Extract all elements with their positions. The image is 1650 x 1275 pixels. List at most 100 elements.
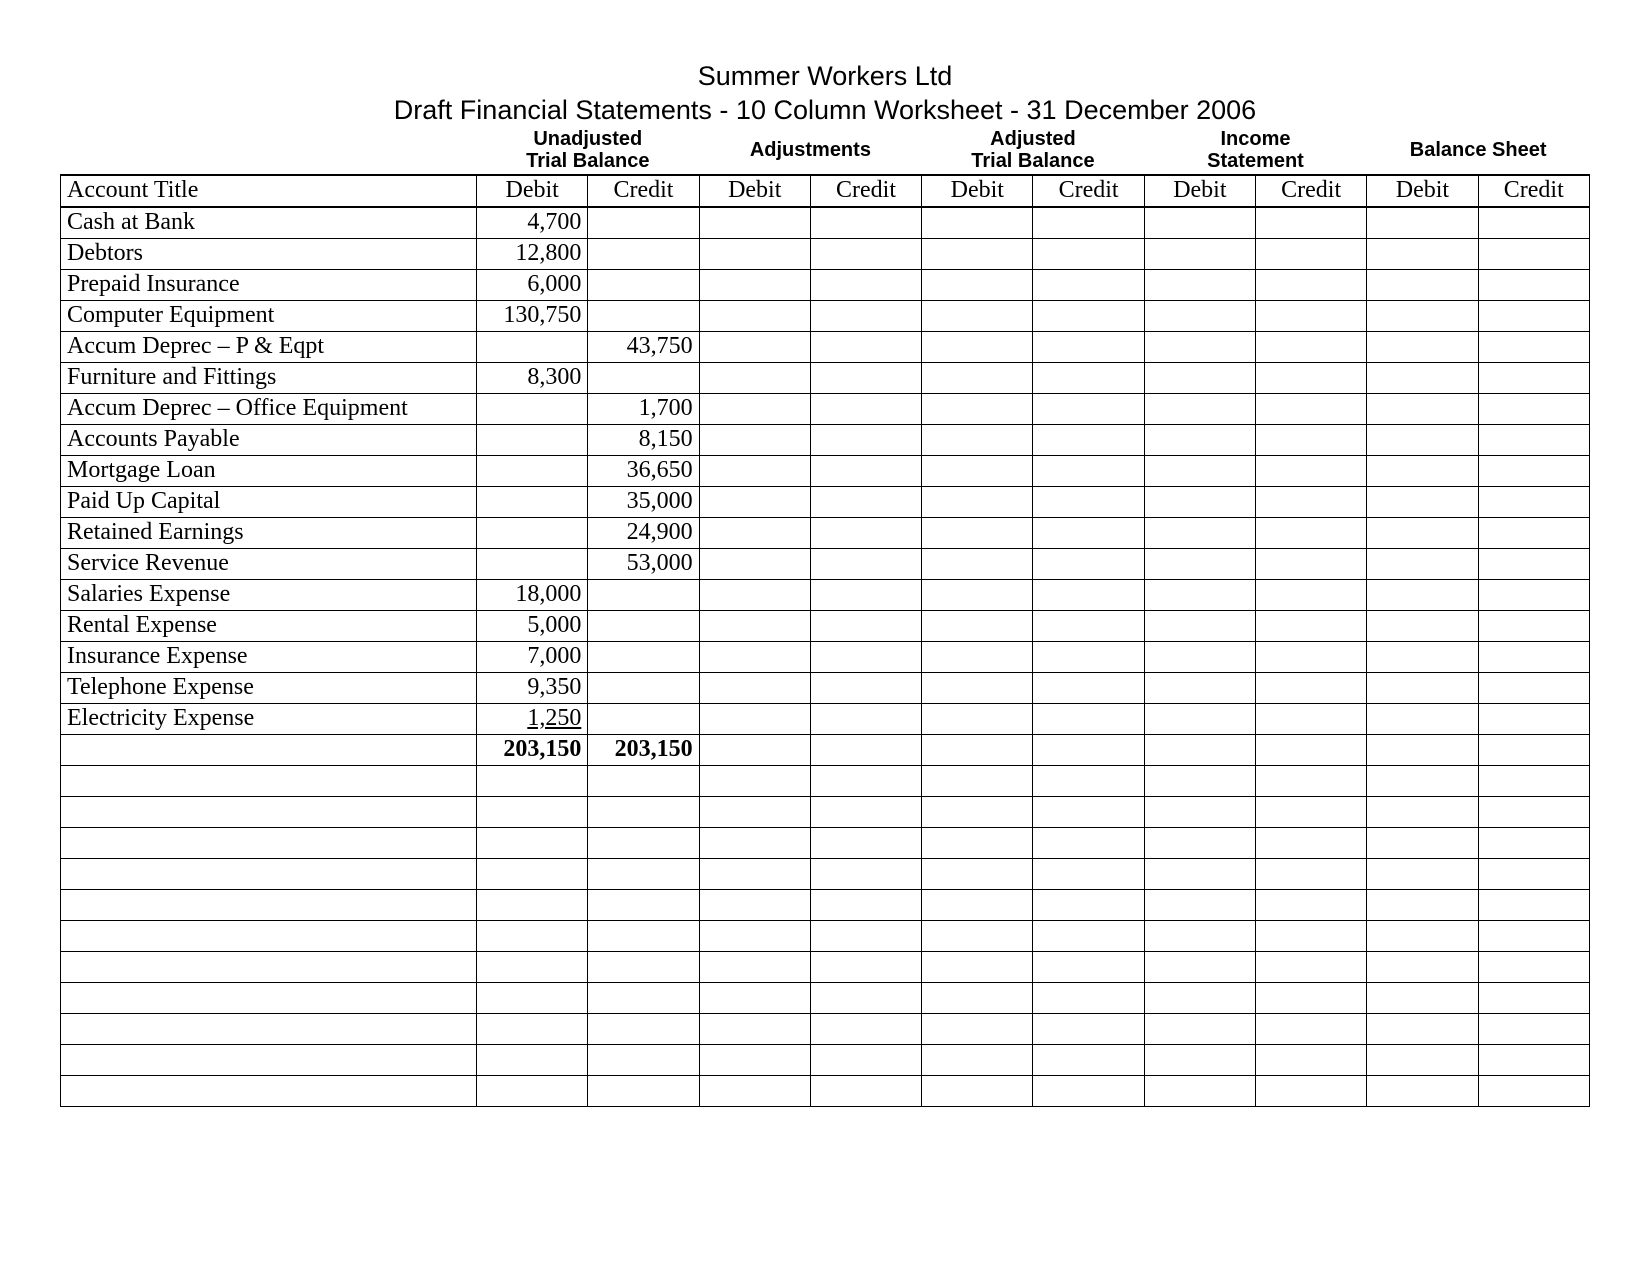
- table-cell: [1367, 269, 1478, 300]
- col-header-debit: Debit: [699, 175, 810, 207]
- table-cell: [1144, 734, 1255, 765]
- table-cell: [588, 920, 699, 951]
- table-row: [61, 796, 1590, 827]
- table-cell: [1033, 765, 1144, 796]
- table-cell: [1478, 238, 1589, 269]
- table-cell: [1256, 548, 1367, 579]
- table-cell: [1478, 300, 1589, 331]
- table-cell: [1478, 579, 1589, 610]
- table-cell: [699, 424, 810, 455]
- table-cell: [699, 889, 810, 920]
- table-cell: [1367, 765, 1478, 796]
- table-cell: [1033, 362, 1144, 393]
- table-cell: [922, 672, 1033, 703]
- table-row: [61, 920, 1590, 951]
- account-title-cell: Computer Equipment: [61, 300, 477, 331]
- table-cell: [1478, 734, 1589, 765]
- table-cell: [1367, 610, 1478, 641]
- table-cell: [588, 579, 699, 610]
- table-cell: [1144, 393, 1255, 424]
- table-cell: [810, 827, 921, 858]
- table-row: Mortgage Loan36,650: [61, 455, 1590, 486]
- table-cell: [1033, 703, 1144, 734]
- table-cell: [588, 703, 699, 734]
- table-cell: [699, 207, 810, 239]
- table-cell: [477, 858, 588, 889]
- table-row: Cash at Bank4,700: [61, 207, 1590, 239]
- account-title-cell: Paid Up Capital: [61, 486, 477, 517]
- table-cell: [1256, 300, 1367, 331]
- table-cell: [1367, 920, 1478, 951]
- table-cell: [810, 641, 921, 672]
- table-cell: [810, 734, 921, 765]
- table-cell: [1478, 1013, 1589, 1044]
- table-cell: [1033, 982, 1144, 1013]
- table-cell: [810, 1013, 921, 1044]
- table-cell: [1144, 1044, 1255, 1075]
- table-cell: [1256, 889, 1367, 920]
- table-cell: [1033, 238, 1144, 269]
- table-cell: [477, 982, 588, 1013]
- table-cell: [699, 610, 810, 641]
- table-cell: [588, 238, 699, 269]
- table-cell: [477, 517, 588, 548]
- table-cell: [699, 579, 810, 610]
- table-cell: [1256, 579, 1367, 610]
- table-row: Debtors12,800: [61, 238, 1590, 269]
- table-cell: [810, 331, 921, 362]
- table-cell: [1478, 517, 1589, 548]
- table-cell: [699, 641, 810, 672]
- table-cell: [1367, 1044, 1478, 1075]
- col-header-debit: Debit: [1367, 175, 1478, 207]
- table-cell: [1256, 238, 1367, 269]
- table-cell: [699, 269, 810, 300]
- table-row: Rental Expense5,000: [61, 610, 1590, 641]
- account-title-cell: [61, 1075, 477, 1106]
- table-cell: [1033, 920, 1144, 951]
- table-cell: [1256, 765, 1367, 796]
- account-title-cell: [61, 1044, 477, 1075]
- table-cell: [810, 765, 921, 796]
- table-cell: [477, 1013, 588, 1044]
- table-cell: [1478, 889, 1589, 920]
- table-row: [61, 889, 1590, 920]
- account-title-cell: Accum Deprec – P & Eqpt: [61, 331, 477, 362]
- table-cell: [588, 858, 699, 889]
- table-cell: [1478, 424, 1589, 455]
- table-cell: [1033, 796, 1144, 827]
- table-cell: [699, 548, 810, 579]
- table-cell: [1033, 455, 1144, 486]
- table-cell: [1033, 486, 1144, 517]
- table-cell: [922, 951, 1033, 982]
- table-cell: [477, 920, 588, 951]
- table-cell: [699, 734, 810, 765]
- table-cell: [1478, 951, 1589, 982]
- table-cell: [1367, 1075, 1478, 1106]
- table-cell: [810, 920, 921, 951]
- table-cell: [699, 393, 810, 424]
- table-cell: [1367, 951, 1478, 982]
- table-cell: 53,000: [588, 548, 699, 579]
- table-cell: [922, 579, 1033, 610]
- table-cell: [1033, 548, 1144, 579]
- col-header-debit: Debit: [1144, 175, 1255, 207]
- table-cell: [1478, 1075, 1589, 1106]
- account-title-cell: Prepaid Insurance: [61, 269, 477, 300]
- table-cell: [1144, 672, 1255, 703]
- table-cell: [1478, 641, 1589, 672]
- table-cell: [1478, 269, 1589, 300]
- table-cell: [1478, 920, 1589, 951]
- col-header-credit: Credit: [1033, 175, 1144, 207]
- account-title-cell: Retained Earnings: [61, 517, 477, 548]
- worksheet-body: Cash at Bank4,700Debtors12,800Prepaid In…: [61, 207, 1590, 1107]
- table-cell: [810, 703, 921, 734]
- table-cell: [1478, 672, 1589, 703]
- account-title-cell: [61, 734, 477, 765]
- table-cell: [1478, 796, 1589, 827]
- table-cell: [1256, 269, 1367, 300]
- table-cell: [1256, 1044, 1367, 1075]
- table-cell: [588, 796, 699, 827]
- table-cell: [1256, 672, 1367, 703]
- table-cell: [699, 517, 810, 548]
- table-row: Prepaid Insurance6,000: [61, 269, 1590, 300]
